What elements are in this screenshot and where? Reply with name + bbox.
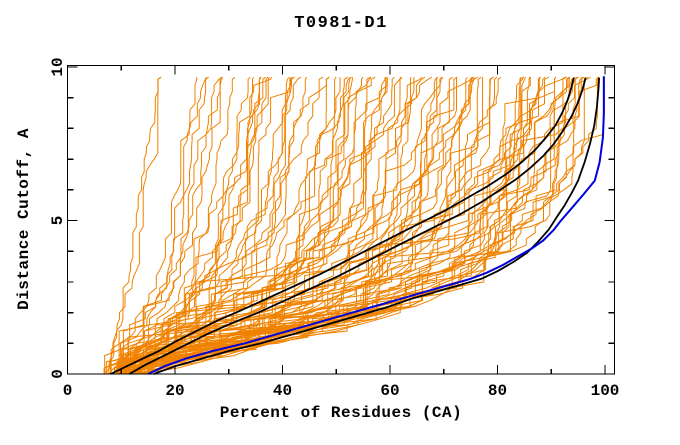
server-model-curve	[112, 76, 337, 375]
server-model-curve	[137, 76, 473, 374]
server-model-curve	[122, 76, 426, 375]
y-tick-label: 10	[49, 57, 67, 76]
server-model-curve	[123, 76, 433, 375]
plot-frame	[66, 64, 616, 375]
y-axis-label: Distance Cutoff, A	[15, 128, 33, 310]
server-model-curve	[115, 76, 224, 375]
server-model-curve	[123, 77, 458, 374]
x-tick-label: 80	[488, 382, 507, 400]
server-model-curve	[136, 76, 541, 375]
y-tick-label: 5	[49, 216, 67, 226]
server-model-curve	[103, 76, 223, 374]
server-model-curve	[115, 76, 376, 375]
server-model-curve	[138, 76, 567, 374]
server-model-curve	[104, 76, 222, 374]
server-model-curve	[134, 76, 570, 374]
server-model-curve	[141, 76, 591, 374]
blue-best-model-curve	[147, 76, 605, 375]
server-model-curve	[118, 76, 261, 375]
server-model-curve	[134, 76, 557, 374]
x-tick-label: 40	[273, 382, 292, 400]
server-model-curve	[122, 77, 388, 375]
x-tick-label: 60	[380, 382, 399, 400]
server-model-curve	[104, 76, 209, 374]
server-model-curve	[130, 77, 532, 375]
server-model-curve	[122, 76, 308, 375]
server-model-curve	[125, 76, 330, 374]
server-model-curve	[132, 76, 494, 375]
plot-title: T0981-D1	[294, 14, 388, 33]
server-model-curve	[123, 76, 371, 374]
server-model-curve	[132, 76, 439, 374]
server-model-curve	[139, 76, 600, 374]
black-model-curve-3	[153, 77, 600, 375]
x-tick-label: 0	[63, 382, 73, 400]
y-tick-label: 0	[49, 369, 67, 379]
server-model-curve	[126, 77, 386, 375]
x-axis-label: Percent of Residues (CA)	[220, 404, 462, 422]
server-model-curve	[117, 76, 293, 374]
server-model-curve	[133, 76, 475, 375]
server-model-curve	[103, 76, 162, 375]
x-tick-label: 20	[165, 382, 184, 400]
curves-layer	[103, 76, 606, 375]
server-model-curve	[121, 76, 372, 375]
server-model-curve	[127, 77, 412, 374]
black-model-curve-2	[128, 77, 587, 375]
server-model-curve	[141, 76, 566, 374]
server-model-curve	[121, 76, 330, 375]
x-tick-label: 100	[591, 382, 620, 400]
server-model-curve	[108, 77, 198, 375]
server-model-curve	[124, 77, 353, 374]
server-model-curve	[107, 76, 162, 375]
server-model-curve	[145, 76, 588, 375]
axes-layer: 0 20 40 60 80 100 0 5 10	[49, 57, 619, 400]
server-model-curve	[149, 76, 585, 374]
server-model-curve	[110, 76, 207, 374]
black-model-curve-1	[110, 77, 575, 375]
